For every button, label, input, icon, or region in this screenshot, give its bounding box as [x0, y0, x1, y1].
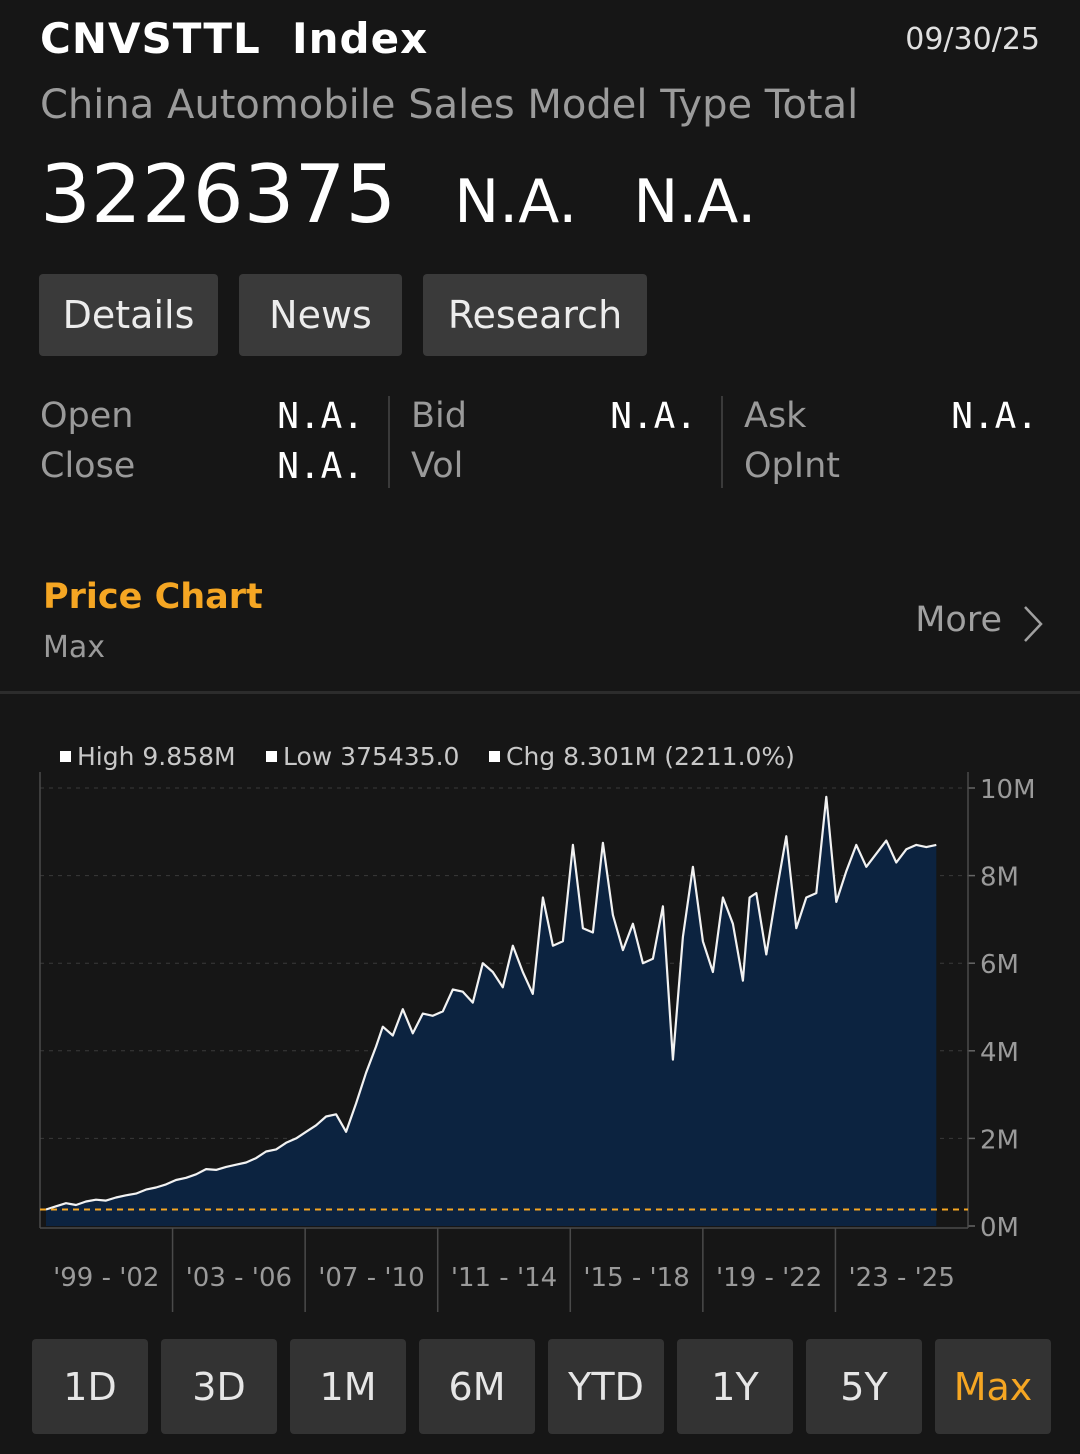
x-tick-label: '99 - '02 [53, 1263, 159, 1293]
open-label: Open [40, 396, 134, 436]
quote-row-close: Close N.A. [40, 442, 364, 492]
range-ytd-button[interactable]: YTD [548, 1339, 664, 1434]
bid-value: N.A. [610, 396, 697, 437]
quote-row-vol: Vol [411, 442, 697, 492]
legend-marker [60, 751, 71, 762]
y-tick-label: 8M [980, 863, 1019, 893]
ask-value: N.A. [951, 396, 1038, 437]
tab-bar: Details News Research [39, 274, 647, 356]
ticker-symbol: CNVSTTL [40, 14, 261, 63]
chevron-right-icon[interactable] [1022, 604, 1044, 644]
quote-divider [388, 396, 390, 488]
quote-panel: Open N.A. Close N.A. Bid N.A. Vol Ask N.… [0, 392, 1080, 500]
legend-marker [489, 751, 500, 762]
quote-date: 09/30/25 [905, 22, 1040, 57]
legend-marker [266, 751, 277, 762]
range-selector: 1D 3D 1M 6M YTD 1Y 5Y Max [32, 1339, 1051, 1434]
quote-divider [721, 396, 723, 488]
last-price: 3226375 [40, 148, 397, 241]
opint-label: OpInt [744, 446, 840, 486]
security-name: China Automobile Sales Model Type Total [40, 82, 859, 128]
x-tick-label: '23 - '25 [849, 1263, 955, 1293]
quote-col-open-close: Open N.A. Close N.A. [40, 392, 364, 496]
pct-change: N.A. [633, 167, 757, 237]
quote-row-opint: OpInt [744, 442, 1038, 492]
quote-row-bid: Bid N.A. [411, 392, 697, 442]
tab-news[interactable]: News [239, 274, 402, 356]
x-tick-label: '03 - '06 [186, 1263, 292, 1293]
quote-col-bid-vol: Bid N.A. Vol [411, 392, 697, 496]
range-1y-button[interactable]: 1Y [677, 1339, 793, 1434]
quote-col-ask-opint: Ask N.A. OpInt [744, 392, 1038, 496]
range-1d-button[interactable]: 1D [32, 1339, 148, 1434]
y-tick-label: 10M [980, 775, 1036, 805]
range-5y-button[interactable]: 5Y [806, 1339, 922, 1434]
section-divider [0, 691, 1080, 694]
price-row: 3226375 N.A. N.A. [40, 148, 756, 241]
price-chart-range: Max [43, 630, 106, 665]
range-6m-button[interactable]: 6M [419, 1339, 535, 1434]
x-tick-label: '07 - '10 [318, 1263, 424, 1293]
y-tick-label: 0M [980, 1213, 1019, 1243]
y-tick-label: 2M [980, 1125, 1019, 1155]
tab-details[interactable]: Details [39, 274, 218, 356]
range-3d-button[interactable]: 3D [161, 1339, 277, 1434]
price-chart-title: Price Chart [43, 577, 263, 617]
quote-row-open: Open N.A. [40, 392, 364, 442]
more-link[interactable]: More [915, 600, 1002, 640]
net-change: N.A. [454, 167, 578, 237]
close-value: N.A. [277, 446, 364, 487]
ticker-title: CNVSTTL Index [40, 14, 428, 63]
legend-label: High 9.858M [77, 742, 236, 771]
y-tick-label: 6M [980, 950, 1019, 980]
x-tick-label: '11 - '14 [451, 1263, 557, 1293]
legend-label: Low 375435.0 [283, 742, 459, 771]
x-tick-label: '15 - '18 [583, 1263, 689, 1293]
series-line [45, 795, 937, 1211]
quote-row-ask: Ask N.A. [744, 392, 1038, 442]
ask-label: Ask [744, 396, 807, 436]
close-label: Close [40, 446, 136, 486]
ticker-suffix: Index [292, 14, 429, 63]
range-max-button[interactable]: Max [935, 1339, 1051, 1434]
legend-label: Chg 8.301M (2211.0%) [506, 742, 795, 771]
series-area [46, 796, 937, 1226]
price-chart[interactable]: 10M 8M 6M 4M 2M 0M '99 - '02 '03 - '06 '07 - '10… [0, 700, 1080, 1320]
open-value: N.A. [277, 396, 364, 437]
x-tick-label: '19 - '22 [716, 1263, 822, 1293]
range-1m-button[interactable]: 1M [290, 1339, 406, 1434]
tab-research[interactable]: Research [423, 274, 647, 356]
bid-label: Bid [411, 396, 467, 436]
vol-label: Vol [411, 446, 464, 486]
y-tick-label: 4M [980, 1038, 1019, 1068]
